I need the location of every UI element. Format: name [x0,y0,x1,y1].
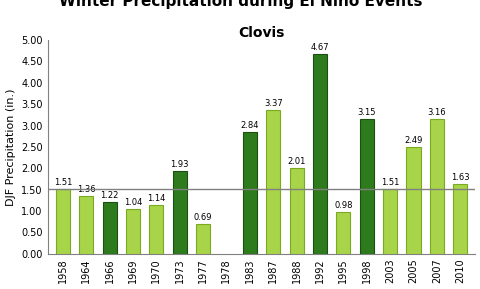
Text: 3.16: 3.16 [427,108,445,117]
Text: 1.22: 1.22 [100,190,119,199]
Bar [289,168,303,254]
Bar [102,202,116,254]
Y-axis label: DJF Precipitation (in.): DJF Precipitation (in.) [6,88,15,206]
Text: 0.98: 0.98 [334,201,352,210]
Text: 1.14: 1.14 [147,194,165,203]
Text: 4.67: 4.67 [310,43,329,52]
Text: 3.15: 3.15 [357,108,375,117]
Bar [359,119,373,254]
Text: 1.51: 1.51 [380,178,398,187]
Text: 2.84: 2.84 [240,121,259,130]
Bar [56,189,70,254]
Bar [149,205,163,254]
Text: 3.37: 3.37 [264,99,282,108]
Text: 1.51: 1.51 [53,178,72,187]
Bar [312,54,326,254]
Text: 0.69: 0.69 [193,213,212,222]
Text: 2.01: 2.01 [287,157,305,166]
Text: 1.04: 1.04 [123,198,142,207]
Bar [382,189,396,254]
Bar [196,224,210,254]
Text: 1.36: 1.36 [77,185,96,194]
Title: Clovis: Clovis [238,26,284,40]
Text: 1.63: 1.63 [450,173,468,182]
Bar [336,212,349,254]
Text: 1.93: 1.93 [170,160,189,169]
Bar [452,184,466,254]
Bar [172,171,186,254]
Bar [265,110,280,254]
Text: 2.49: 2.49 [404,136,422,145]
Text: Winter Precipitation during El Niño Events: Winter Precipitation during El Niño Even… [59,0,421,9]
Bar [406,147,420,254]
Bar [79,196,93,254]
Bar [126,209,140,254]
Bar [429,119,443,254]
Bar [242,132,256,254]
